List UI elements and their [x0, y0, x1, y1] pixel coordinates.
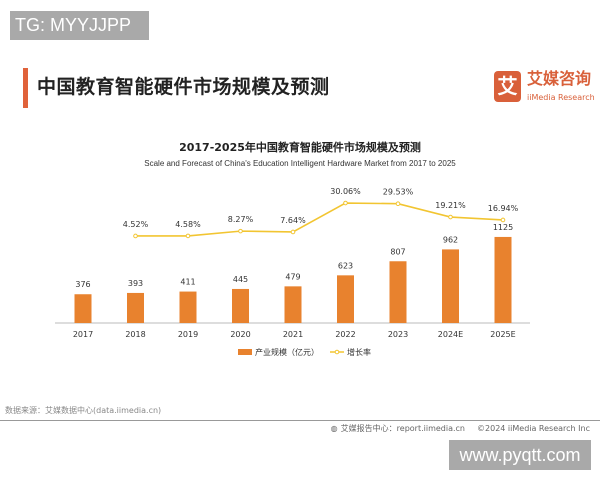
bar	[442, 249, 459, 323]
x-tick-label: 2021	[283, 330, 303, 339]
legend-line-marker	[334, 349, 340, 355]
growth-point	[185, 233, 191, 239]
bar-label: 807	[390, 247, 405, 256]
x-tick-label: 2023	[388, 330, 408, 339]
growth-label: 4.52%	[123, 220, 149, 229]
watermark-top: TG: MYYJJPP	[10, 11, 149, 40]
x-tick-label: 2020	[230, 330, 250, 339]
logo-icon: 艾	[494, 71, 521, 102]
legend-bar-label: 产业规模（亿元）	[255, 347, 319, 357]
logo-text-cn: 艾媒咨询	[527, 69, 592, 88]
report-link[interactable]: 艾媒报告中心：report.iimedia.cn	[340, 424, 466, 433]
bar	[284, 286, 302, 323]
bar-label: 376	[75, 280, 90, 289]
growth-point	[290, 229, 296, 235]
x-tick-label: 2018	[125, 330, 145, 339]
title-accent-bar	[23, 68, 28, 108]
bar	[179, 291, 197, 323]
growth-label: 8.27%	[228, 215, 254, 224]
footer: ◍ 艾媒报告中心：report.iimedia.cn ©2024 iiMedia R…	[319, 424, 590, 434]
bar-label: 411	[180, 278, 195, 287]
legend-bar-swatch	[238, 349, 252, 355]
growth-point	[133, 233, 138, 239]
x-tick-label: 2025E	[490, 330, 515, 339]
globe-icon: ◍	[330, 424, 338, 433]
bar-label: 623	[338, 261, 353, 270]
x-tick-label: 2024E	[438, 330, 463, 339]
copyright: ©2024 iiMedia Research Inc	[477, 424, 590, 433]
x-tick-label: 2019	[178, 330, 198, 339]
growth-label: 30.06%	[330, 187, 361, 196]
growth-label: 7.64%	[280, 216, 306, 225]
chart-subtitle: Scale and Forecast of China's Education …	[144, 159, 456, 168]
growth-point	[500, 217, 506, 223]
growth-point	[238, 228, 243, 234]
growth-point	[448, 214, 453, 220]
growth-label: 29.53%	[383, 188, 414, 197]
bar	[389, 261, 407, 323]
logo-text-en: iiMedia Research	[527, 93, 595, 102]
divider	[0, 420, 600, 421]
bar-label: 1125	[493, 223, 513, 232]
bar	[232, 288, 249, 323]
bar-label: 445	[233, 275, 248, 284]
growth-point	[395, 201, 401, 207]
growth-label: 16.94%	[488, 204, 519, 213]
watermark-bottom: www.pyqtt.com	[449, 440, 591, 470]
x-tick-label: 2022	[335, 330, 355, 339]
growth-point	[343, 200, 348, 206]
chart-title: 2017-2025年中国教育智能硬件市场规模及预测	[179, 141, 421, 154]
page-title: 中国教育智能硬件市场规模及预测	[37, 76, 330, 98]
legend-line-label: 增长率	[347, 347, 371, 357]
bar	[74, 294, 92, 323]
growth-line	[135, 202, 504, 237]
bar-label: 393	[128, 279, 143, 288]
bar	[127, 292, 144, 323]
data-source: 数据来源：艾媒数据中心(data.iimedia.cn)	[5, 406, 162, 415]
bar	[494, 236, 512, 323]
growth-label: 19.21%	[435, 201, 466, 210]
bar	[337, 275, 354, 323]
x-tick-label: 2017	[73, 330, 93, 339]
bar-label: 479	[285, 272, 300, 281]
bar-label: 962	[443, 235, 458, 244]
growth-label: 4.58%	[175, 220, 201, 229]
